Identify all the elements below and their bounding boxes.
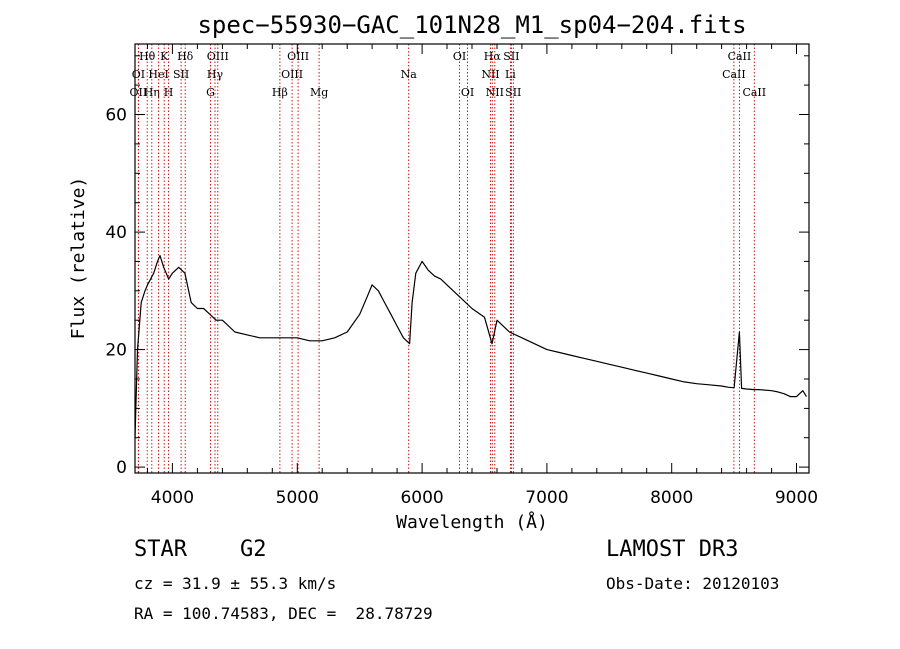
observation-date: Obs-Date: 20120103 — [606, 574, 780, 593]
line-label: Hα — [484, 50, 502, 63]
survey-name: LAMOST DR3 — [606, 537, 739, 562]
line-label: Hβ — [272, 86, 288, 99]
line-label: H — [164, 86, 174, 99]
x-tick-label: 4000 — [151, 488, 194, 508]
x-tick-label: 8000 — [650, 488, 693, 508]
y-axis-label: Flux (relative) — [68, 177, 89, 340]
x-tick-label: 7000 — [525, 488, 568, 508]
line-label: G — [206, 86, 215, 99]
y-tick-label: 60 — [105, 106, 127, 126]
line-label: HeⅠ — [148, 68, 168, 81]
line-label: Hθ — [139, 50, 156, 63]
line-label: Na — [401, 68, 418, 81]
line-label: SⅠⅠ — [505, 86, 521, 99]
x-tick-label: 5000 — [276, 488, 319, 508]
line-label: Li — [505, 68, 516, 81]
plot-frame — [134, 43, 810, 474]
line-label: NⅠⅠ — [481, 68, 499, 81]
line-label: K — [160, 50, 169, 63]
line-label: OⅠⅠⅠ — [287, 50, 309, 63]
coordinates: RA = 100.74583, DEC = 28.78729 — [134, 604, 433, 623]
object-class: STAR G2 — [134, 537, 267, 562]
line-label: Hδ — [177, 50, 194, 63]
redshift-velocity: cz = 31.9 ± 55.3 km/s — [134, 574, 337, 593]
line-label: OⅠ — [132, 68, 145, 81]
spectrum-plot — [134, 255, 808, 438]
line-label: CaⅠⅠ — [728, 50, 752, 63]
line-label: Hη — [144, 86, 160, 99]
line-label: SⅠⅠ — [173, 68, 189, 81]
line-label: OⅠ — [461, 86, 474, 99]
chart-title: spec−55930−GAC_101N28_M1_sp04−204.fits — [197, 11, 746, 39]
y-tick-label: 0 — [116, 458, 127, 478]
line-label: Hγ — [207, 68, 224, 81]
line-label: SⅠⅠ — [503, 50, 519, 63]
y-axis-ticks: 0 20 40 60 — [105, 55, 809, 478]
line-label: CaⅠⅠ — [722, 68, 746, 81]
line-label: OⅠⅠ — [130, 86, 148, 99]
y-tick-label: 20 — [105, 341, 127, 361]
spectrum-series — [134, 255, 808, 438]
line-label: OⅠⅠⅠ — [207, 50, 229, 63]
line-label: OⅠⅠⅠ — [281, 68, 303, 81]
line-label: OⅠ — [453, 50, 466, 63]
y-tick-label: 40 — [105, 223, 127, 243]
x-tick-label: 9000 — [775, 488, 818, 508]
x-axis-label: Wavelength (Å) — [396, 511, 548, 533]
x-tick-label: 6000 — [400, 488, 443, 508]
line-label: NⅠⅠ — [486, 86, 504, 99]
line-label: CaⅠⅠ — [742, 86, 766, 99]
x-axis-ticks: 4000 5000 6000 7000 8000 9000 — [147, 44, 818, 508]
line-label: Mg — [310, 86, 328, 99]
